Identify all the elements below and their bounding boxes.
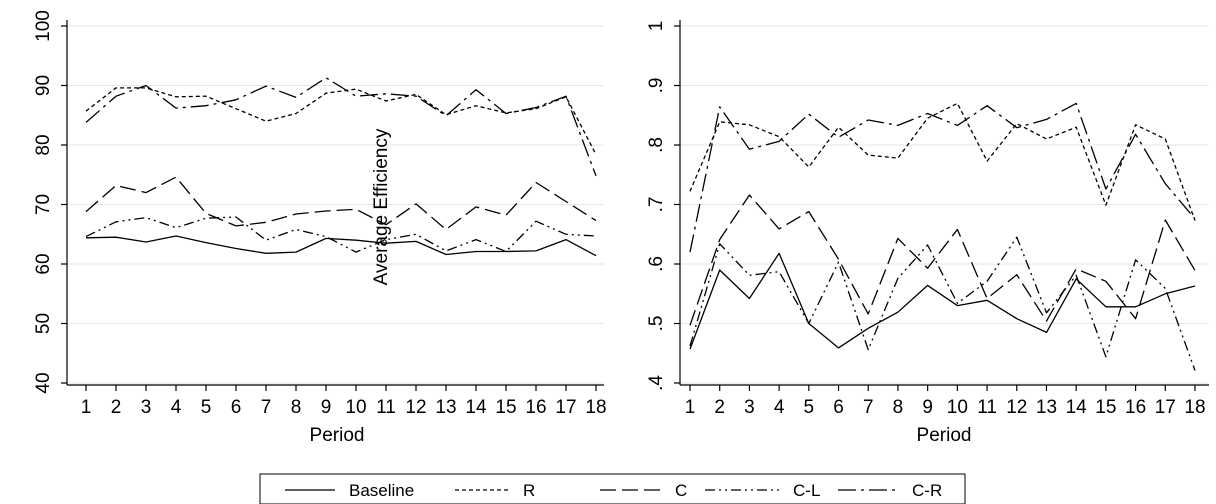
x-tick-label: 17 — [1155, 397, 1176, 418]
x-tick-label: 7 — [863, 397, 874, 418]
left-chart-y-axis-title: Average Efficiency — [371, 128, 392, 285]
series-line-baseline — [85, 235, 597, 257]
y-tick-label: 100 — [33, 10, 54, 42]
left-chart-y-ticks: 40 50 60 70 80 90 100 — [33, 10, 67, 394]
x-tick-label: 5 — [804, 397, 815, 418]
legend-item: C-L — [705, 481, 820, 500]
y-tick-label: .5 — [646, 316, 667, 332]
right-chart-x-axis-title: Period — [917, 425, 972, 446]
x-tick-label: 17 — [555, 397, 576, 418]
x-tick-label: 11 — [977, 397, 997, 418]
legend-label: C-R — [912, 481, 942, 500]
y-tick-label: .9 — [646, 78, 667, 94]
x-tick-label: 2 — [714, 397, 725, 418]
y-tick-label: .6 — [646, 256, 667, 272]
series-line-r — [689, 102, 1196, 221]
series-line-c-r — [689, 102, 1196, 253]
legend-label: C — [675, 481, 687, 500]
x-tick-label: 5 — [201, 397, 212, 418]
left-chart-x-axis-title: Period — [310, 425, 365, 446]
y-tick-label: 50 — [33, 313, 54, 334]
y-tick-label: .4 — [646, 375, 667, 391]
series-line-c — [689, 194, 1196, 326]
x-tick-label: 13 — [435, 397, 456, 418]
x-tick-label: 2 — [111, 397, 122, 418]
x-tick-label: 10 — [947, 397, 968, 418]
left-chart-gridlines — [67, 25, 604, 384]
legend-label: C-L — [793, 481, 820, 500]
x-tick-label: 12 — [1006, 397, 1027, 418]
x-tick-label: 10 — [345, 397, 366, 418]
right-chart-gridlines — [680, 25, 1209, 384]
y-tick-label: .7 — [646, 197, 667, 213]
x-tick-label: 14 — [1066, 397, 1088, 418]
x-tick-label: 18 — [1184, 397, 1205, 418]
legend-item: Baseline — [285, 481, 414, 500]
x-tick-label: 3 — [744, 397, 755, 418]
right-chart-panel: .4.5.6.7.8.91 1 2 3 4 5 6 7 8 9 10 11 12 13 14 15 16 17 1… — [646, 20, 1209, 446]
x-tick-label: 13 — [1036, 397, 1057, 418]
series-line-c-l — [689, 236, 1196, 371]
y-tick-label: 40 — [33, 372, 54, 393]
x-tick-label: 3 — [141, 397, 152, 418]
y-tick-label: .8 — [646, 137, 667, 153]
y-tick-label: 80 — [33, 134, 54, 155]
x-tick-label: 9 — [321, 397, 332, 418]
x-tick-label: 6 — [833, 397, 844, 418]
series-line-c-l — [85, 216, 597, 253]
x-tick-label: 1 — [685, 397, 696, 418]
x-tick-label: 15 — [495, 397, 516, 418]
series-line-baseline — [689, 252, 1196, 350]
y-tick-label: 90 — [33, 75, 54, 96]
x-tick-label: 4 — [774, 397, 785, 418]
x-tick-label: 8 — [893, 397, 904, 418]
legend-item: R — [455, 481, 535, 500]
x-tick-label: 8 — [291, 397, 302, 418]
left-chart-series — [85, 77, 597, 257]
x-tick-label: 15 — [1095, 397, 1116, 418]
right-chart-x-ticks: 1 2 3 4 5 6 7 8 9 10 11 12 13 14 15 16 17 18 — [685, 385, 1206, 418]
legend-box — [259, 473, 966, 504]
y-tick-label: 70 — [33, 194, 54, 215]
series-line-c-r — [85, 77, 597, 177]
x-tick-label: 18 — [585, 397, 606, 418]
legend-label: R — [523, 481, 535, 500]
x-tick-label: 11 — [376, 397, 396, 418]
right-chart-series — [689, 102, 1196, 371]
x-tick-label: 6 — [231, 397, 242, 418]
right-chart-y-ticks: .4 .5 .6 .7 .8 .9 1 — [646, 21, 680, 391]
legend-item: C — [600, 481, 687, 500]
x-tick-label: 12 — [405, 397, 426, 418]
x-tick-label: 7 — [261, 397, 272, 418]
left-chart-x-ticks: 1 2 3 4 5 6 7 8 9 10 11 12 13 14 15 16 17 18 — [81, 385, 607, 418]
series-line-c — [85, 176, 597, 231]
y-tick-label: 60 — [33, 253, 54, 274]
legend-label: Baseline — [349, 481, 414, 500]
legend-item: C-R — [838, 481, 942, 500]
x-tick-label: 1 — [81, 397, 92, 418]
x-tick-label: 14 — [465, 397, 487, 418]
x-tick-label: 16 — [525, 397, 546, 418]
x-tick-label: 9 — [922, 397, 933, 418]
legend: Baseline R C C-L C-R — [259, 473, 966, 504]
y-tick-label: 1 — [646, 21, 667, 32]
series-line-r — [85, 87, 597, 155]
x-tick-label: 4 — [171, 397, 182, 418]
x-tick-label: 16 — [1125, 397, 1146, 418]
